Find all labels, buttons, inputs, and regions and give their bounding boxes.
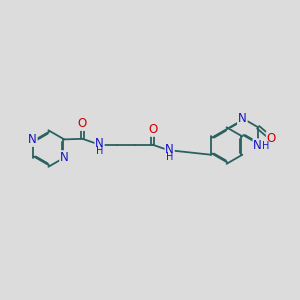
Text: N: N: [238, 112, 247, 125]
Text: N: N: [28, 133, 37, 146]
Text: O: O: [148, 123, 157, 136]
Text: N: N: [95, 137, 104, 150]
Text: H: H: [262, 141, 269, 151]
Text: N: N: [253, 139, 262, 152]
Text: N: N: [165, 143, 174, 156]
Text: O: O: [78, 117, 87, 130]
Text: H: H: [166, 152, 173, 162]
Text: O: O: [267, 132, 276, 145]
Text: N: N: [60, 151, 69, 164]
Text: H: H: [96, 146, 103, 156]
